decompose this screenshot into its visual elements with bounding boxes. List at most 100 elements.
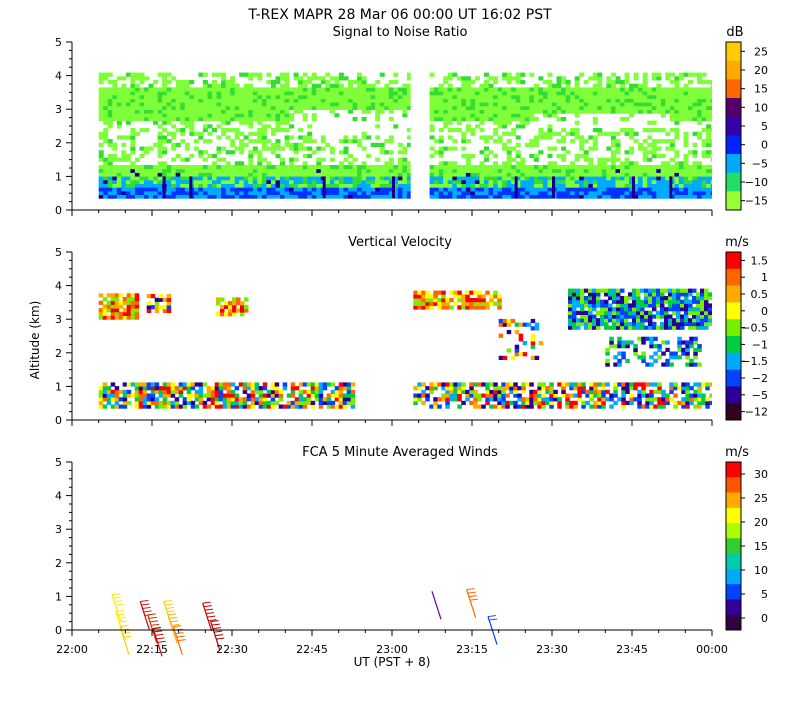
velocity-cell — [469, 290, 474, 295]
velocity-cell — [632, 321, 637, 327]
snr-cell — [257, 72, 263, 77]
snr-cell — [660, 139, 666, 144]
snr-cell — [298, 135, 304, 140]
velocity-cell — [549, 386, 554, 391]
snr-cell — [107, 91, 113, 96]
panel-title-winds: FCA 5 Minute Averaged Winds — [302, 445, 498, 460]
snr-cell — [221, 187, 227, 192]
snr-cell — [366, 187, 372, 192]
snr-cell — [533, 105, 539, 110]
velocity-cell — [154, 305, 160, 310]
snr-cell — [270, 94, 276, 99]
snr-cell — [193, 190, 199, 195]
snr-cell — [370, 190, 376, 195]
snr-cell — [121, 83, 127, 88]
snr-cell — [248, 91, 254, 96]
snr-cell — [579, 172, 585, 177]
snr-cell — [438, 161, 444, 166]
snr-cell — [529, 190, 535, 195]
snr-cell — [257, 187, 263, 192]
snr-cell — [375, 102, 381, 107]
snr-cell — [103, 94, 109, 99]
snr-cell — [202, 113, 208, 118]
velocity-cell — [637, 355, 642, 360]
snr-cell — [338, 139, 344, 144]
velocity-cell — [700, 314, 705, 319]
velocity-cell — [489, 382, 494, 387]
snr-cell — [461, 176, 467, 181]
snr-cell — [674, 187, 680, 192]
snr-cell — [574, 80, 580, 85]
snr-cell — [692, 168, 698, 173]
velocity-cell — [162, 400, 168, 405]
snr-cell — [162, 161, 168, 166]
snr-cell — [506, 139, 512, 144]
snr-cell — [697, 176, 703, 181]
snr-cell — [298, 190, 304, 195]
snr-cell — [683, 102, 689, 107]
velocity-cell — [645, 397, 650, 402]
snr-cell — [524, 183, 530, 188]
snr-cell — [606, 168, 612, 173]
velocity-cell — [624, 318, 629, 323]
snr-cell — [148, 91, 154, 96]
velocity-cell — [150, 389, 156, 394]
velocity-cell — [572, 307, 577, 312]
snr-cell — [601, 168, 607, 173]
snr-cell — [579, 87, 585, 92]
snr-cell — [107, 120, 113, 125]
snr-cell — [402, 146, 408, 151]
snr-cell — [606, 172, 612, 177]
snr-cell — [257, 113, 263, 118]
velocity-cell — [226, 389, 232, 394]
snr-cell — [588, 76, 594, 81]
snr-cell — [697, 91, 703, 96]
velocity-cell — [617, 382, 622, 387]
snr-cell — [456, 176, 462, 181]
velocity-cell — [453, 290, 458, 295]
snr-cell — [710, 190, 712, 195]
snr-cell — [184, 113, 190, 118]
snr-cell — [524, 179, 530, 184]
snr-cell — [298, 128, 304, 133]
snr-cell — [434, 194, 440, 199]
velocity-cell — [596, 325, 601, 330]
velocity-cell — [154, 404, 160, 409]
snr-cell — [629, 83, 635, 88]
snr-cell — [334, 176, 340, 181]
snr-cell — [697, 179, 703, 184]
snr-cell — [257, 190, 263, 195]
snr-cell — [388, 190, 394, 195]
snr-cell — [620, 172, 625, 177]
velocity-cell — [429, 305, 434, 310]
snr-cell — [289, 165, 295, 170]
velocity-cell — [664, 325, 669, 330]
snr-cell — [520, 113, 526, 118]
snr-cell — [234, 98, 240, 103]
snr-cell — [443, 179, 449, 184]
velocity-cell — [704, 296, 709, 301]
snr-cell — [597, 98, 603, 103]
velocity-cell — [668, 288, 673, 293]
snr-cell — [610, 105, 616, 110]
snr-cell — [275, 183, 281, 188]
snr-cell — [307, 80, 313, 85]
velocity-cell — [709, 393, 712, 398]
snr-streak — [189, 176, 193, 199]
snr-cell — [289, 146, 295, 151]
velocity-cell — [322, 397, 328, 402]
snr-cell — [674, 116, 680, 122]
snr-cell — [157, 131, 163, 136]
snr-cell — [361, 91, 367, 96]
snr-cell — [438, 179, 444, 184]
snr-cell — [688, 72, 693, 77]
snr-cell — [511, 194, 517, 199]
velocity-cell — [134, 315, 140, 320]
velocity-cell — [198, 386, 204, 391]
snr-cell — [221, 172, 227, 177]
snr-cell — [406, 172, 412, 177]
snr-cell — [683, 165, 689, 170]
velocity-cell — [644, 296, 649, 301]
snr-cell — [511, 157, 517, 162]
snr-cell — [166, 190, 172, 195]
